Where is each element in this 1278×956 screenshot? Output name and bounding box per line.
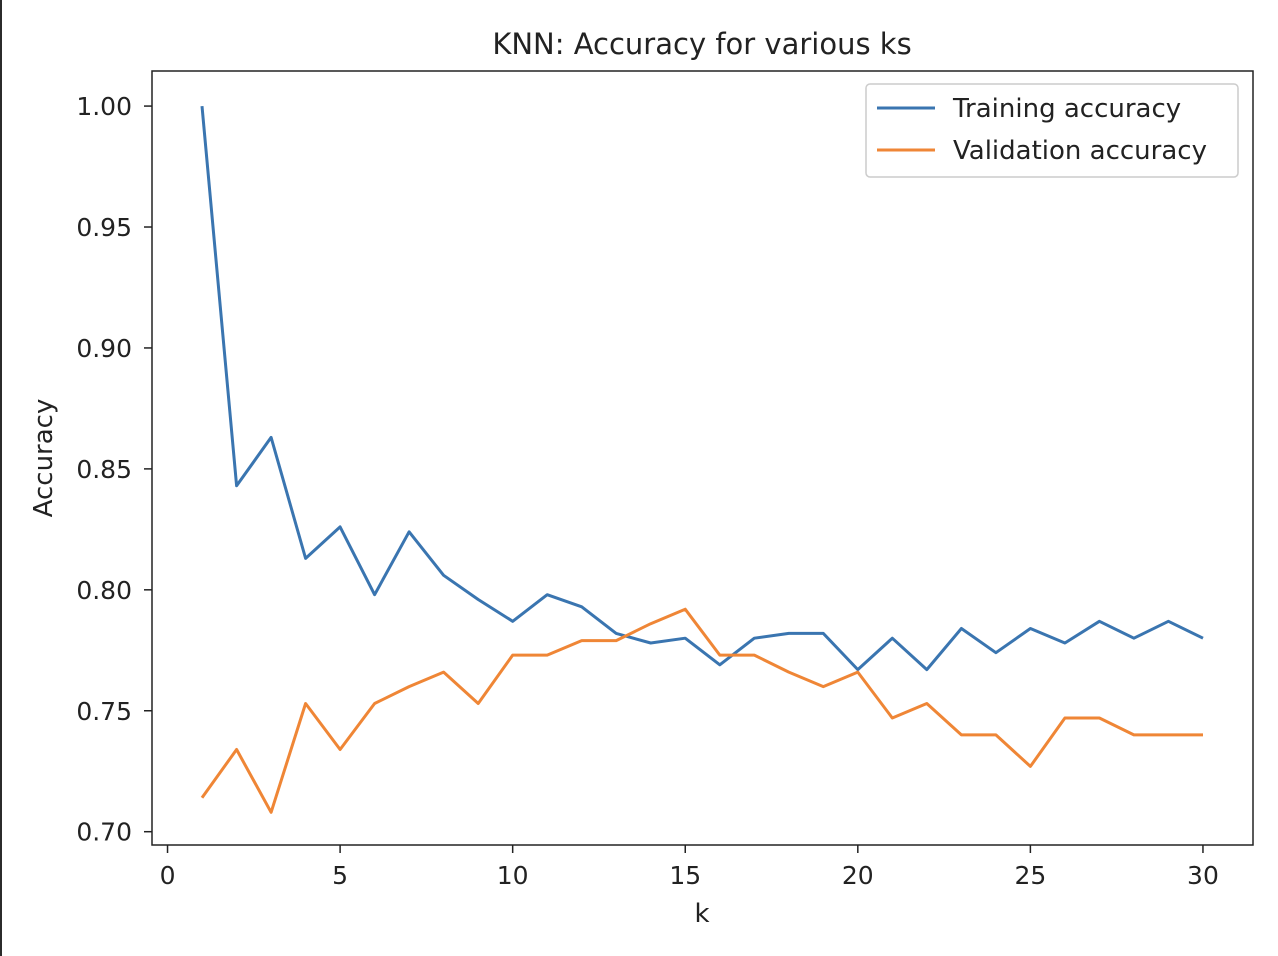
y-tick-label: 0.70 (76, 818, 132, 847)
y-axis-ticks: 0.70 0.75 0.80 0.85 0.90 0.95 1.00 (76, 92, 152, 847)
series-lines (200, 105, 1204, 814)
x-tick-label: 25 (1014, 861, 1046, 890)
x-axis-ticks: 0 5 10 15 20 25 30 (160, 845, 1219, 890)
y-tick-label: 0.90 (76, 334, 132, 363)
y-tick-label: 0.75 (76, 697, 132, 726)
x-tick-label: 30 (1187, 861, 1219, 890)
y-tick-label: 0.95 (76, 213, 132, 242)
x-tick-label: 0 (160, 861, 176, 890)
y-tick-label: 0.80 (76, 576, 132, 605)
x-tick-label: 20 (842, 861, 874, 890)
legend-label-validation: Validation accuracy (953, 136, 1207, 166)
x-tick-label: 10 (497, 861, 529, 890)
legend: Training accuracy Validation accuracy (865, 83, 1239, 178)
training-accuracy-line (200, 105, 1204, 672)
y-tick-label: 0.85 (76, 455, 132, 484)
x-axis-label: k (694, 899, 709, 929)
y-tick-label: 1.00 (76, 92, 132, 121)
validation-accuracy-line (200, 607, 1203, 814)
plot-area (151, 70, 1254, 846)
window-left-edge (0, 0, 2, 956)
legend-label-training: Training accuracy (952, 94, 1181, 124)
y-axis-label: Accuracy (29, 399, 59, 518)
x-tick-label: 15 (669, 861, 701, 890)
legend-box (865, 83, 1239, 178)
x-tick-label: 5 (332, 861, 348, 890)
chart-title: KNN: Accuracy for various ks (492, 27, 911, 61)
